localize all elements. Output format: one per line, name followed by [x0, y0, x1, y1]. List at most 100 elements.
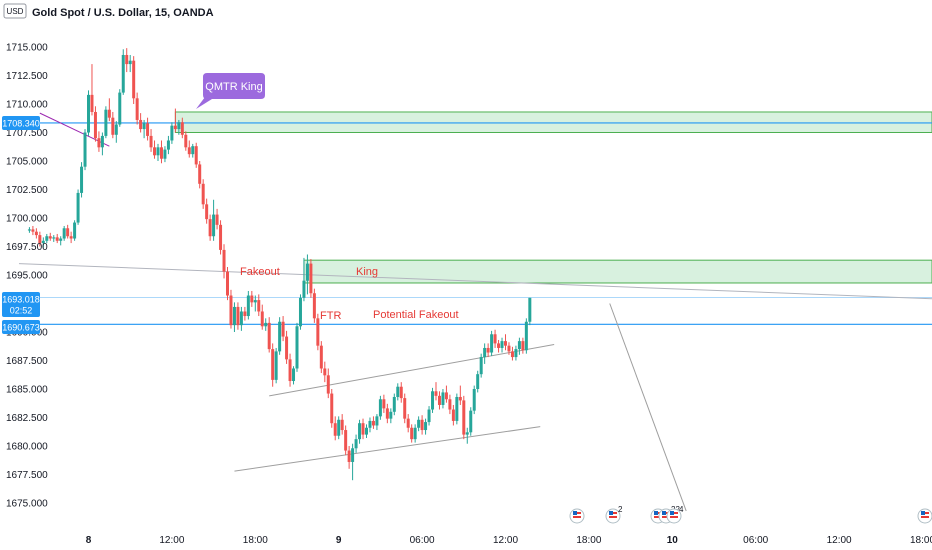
candle-body [455, 396, 459, 421]
candle-body [437, 395, 441, 405]
candle-body [52, 237, 56, 239]
candle-body [73, 222, 77, 239]
price-tick-label: 1697.500 [6, 242, 48, 253]
candle-body [441, 392, 445, 405]
bar-countdown: 02:52 [10, 306, 33, 316]
potential-fakeout-label[interactable]: Potential Fakeout [373, 309, 459, 321]
candle-body [159, 147, 163, 159]
price-tick-label: 1685.000 [6, 385, 48, 396]
trendline [609, 303, 687, 512]
candle-body [285, 336, 289, 360]
candle-body [208, 219, 212, 237]
lines-layer [18, 112, 932, 512]
candle-body [500, 341, 504, 348]
candle-body [382, 399, 386, 409]
candle-body [403, 398, 407, 419]
candle-body [93, 111, 97, 139]
candle-body [163, 149, 167, 159]
candle-body [121, 54, 125, 93]
candle-body [90, 94, 94, 112]
candle-body [156, 147, 160, 156]
candle-body [444, 392, 448, 400]
candle-body [232, 306, 236, 326]
candle-body [524, 321, 528, 351]
us-flag-stripe [654, 516, 662, 518]
candle-body [427, 409, 431, 423]
candle-body [281, 321, 285, 337]
candle-body [458, 396, 462, 401]
candle-body [351, 448, 355, 462]
candle-body [497, 343, 501, 348]
us-flag-canton [654, 511, 658, 515]
candle-body [274, 351, 278, 380]
candle-body [260, 311, 264, 327]
candle-body [201, 183, 205, 205]
ftr-label[interactable]: FTR [320, 310, 341, 322]
fakeout-label[interactable]: Fakeout [240, 266, 280, 278]
price-tick-label: 1682.500 [6, 413, 48, 424]
us-flag-canton [670, 511, 674, 515]
callout-pointer [196, 97, 212, 109]
candle-body [166, 140, 170, 150]
chart-title: Gold Spot / U.S. Dollar, 15, OANDA [32, 7, 214, 19]
candle-body [528, 297, 532, 322]
candle-body [257, 300, 261, 312]
price-tick-label: 1695.000 [6, 271, 48, 282]
candle-body [219, 224, 223, 250]
candle-body [434, 391, 438, 396]
candle-body [236, 306, 240, 326]
candle-body [194, 146, 198, 165]
time-tick-label: 18:00 [243, 535, 268, 546]
candle-body [323, 368, 327, 376]
candle-body [45, 236, 49, 241]
price-tick-label: 1712.500 [6, 71, 48, 82]
candle-body [309, 263, 313, 294]
candle-body [62, 228, 66, 239]
candle-body [173, 125, 177, 130]
candle-body [264, 322, 268, 327]
candle-body [347, 450, 351, 462]
candle-body [149, 135, 153, 148]
time-tick-label: 12:00 [827, 535, 852, 546]
price-tag-top: 1708.340 [2, 116, 40, 130]
candle-body [448, 399, 452, 410]
qmtr-king-callout[interactable]: QMTR King [196, 73, 265, 109]
candle-body [406, 418, 410, 428]
currency-badge[interactable] [3, 3, 27, 19]
time-tick-label: 18:00 [576, 535, 601, 546]
candle-body [479, 357, 483, 375]
candle-body [69, 236, 73, 239]
candle-body [48, 236, 52, 239]
current-price-tag-bg [2, 292, 40, 317]
price-tick-label: 1677.500 [6, 470, 48, 481]
candle-body [187, 147, 191, 155]
time-tick-label: 12:00 [159, 535, 184, 546]
candle-body [125, 54, 129, 65]
candle-body [31, 229, 35, 232]
candle-body [486, 347, 490, 353]
candle-body [504, 341, 507, 346]
us-flag-stripe [609, 516, 617, 518]
candle-body [340, 419, 344, 431]
candle-body [510, 351, 514, 358]
current-price-tag: 1693.018 02:52 [2, 292, 40, 317]
price-tag-bottom-bg [2, 320, 40, 334]
candle-body [38, 235, 42, 244]
symbol-header: USD Gold Spot / U.S. Dollar, 15, OANDA [3, 3, 214, 19]
time-axis[interactable]: 8 12:00 18:00 9 06:00 12:00 18:00 10 06:00 12:00 1… [86, 535, 932, 546]
candle-body [139, 119, 143, 130]
event-count-label: 2 [618, 505, 623, 514]
candle-body [271, 349, 275, 380]
candle-body [111, 117, 115, 135]
us-flag-stripe [573, 516, 581, 518]
candle-body [288, 359, 292, 382]
king-label[interactable]: King [356, 266, 378, 278]
candle-body [399, 386, 403, 399]
candle-body [389, 411, 393, 419]
candle-body [34, 231, 38, 236]
candle-body [316, 318, 320, 346]
zones-layer [174, 111, 932, 284]
price-tick-label: 1705.000 [6, 157, 48, 168]
price-tick-label: 1715.000 [6, 43, 48, 54]
